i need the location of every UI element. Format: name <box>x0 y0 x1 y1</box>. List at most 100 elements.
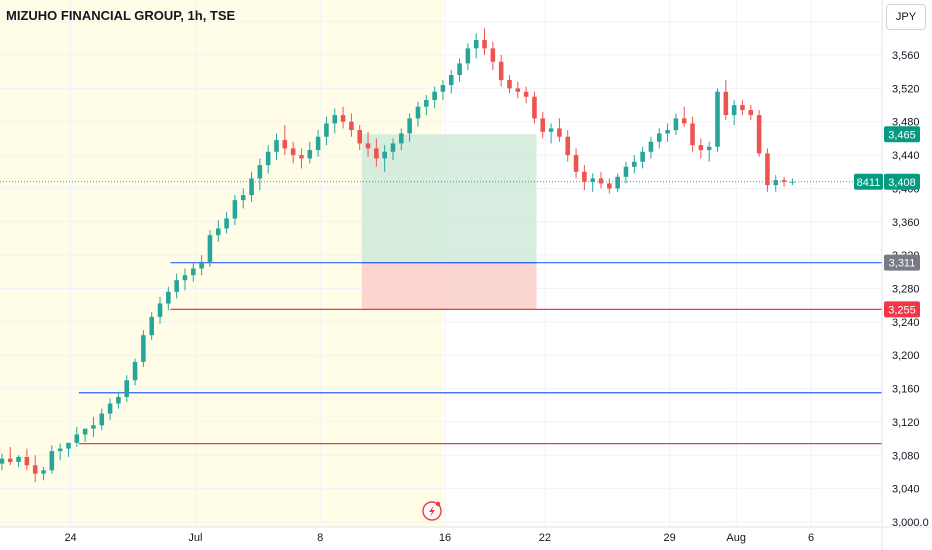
candle <box>149 311 154 341</box>
candle <box>582 165 587 191</box>
candle-body <box>91 425 96 429</box>
candle-body <box>423 100 429 107</box>
candle <box>207 230 213 267</box>
candle-body <box>399 133 404 144</box>
candle-body <box>756 115 762 154</box>
candle-body <box>656 133 662 142</box>
candle <box>182 268 188 291</box>
candles <box>0 28 795 482</box>
candle <box>57 443 63 461</box>
candle-body <box>290 148 296 156</box>
candle-body <box>773 180 779 186</box>
candle <box>532 91 537 124</box>
time-tick-label: 24 <box>64 532 76 544</box>
flash-icon[interactable] <box>422 501 442 521</box>
price-tag-stop: 3,255 <box>884 301 920 318</box>
chart-title: MIZUHO FINANCIAL GROUP, 1h, TSE <box>6 8 236 23</box>
candle <box>374 138 379 167</box>
candle <box>191 261 196 282</box>
candle-body <box>365 143 371 149</box>
candle-body <box>82 428 88 435</box>
long-position-tool[interactable] <box>361 134 537 310</box>
time-tick-label: Jul <box>188 532 202 544</box>
candle <box>448 70 454 94</box>
candle-body <box>32 465 38 474</box>
candle-body <box>390 143 396 152</box>
candle <box>249 171 254 202</box>
currency-button[interactable]: JPY <box>886 4 926 30</box>
candle-body <box>565 136 571 156</box>
price-tag-bg <box>884 301 920 318</box>
candle <box>632 155 637 174</box>
candle-body <box>74 434 80 443</box>
price-tag-bg <box>884 254 920 271</box>
candle-body <box>124 380 130 397</box>
time-tick-label: 22 <box>539 532 551 544</box>
candle <box>590 173 595 192</box>
candle-body <box>157 303 163 317</box>
countdown-label: 8411 <box>857 177 881 189</box>
candle <box>748 105 754 121</box>
candle <box>274 133 279 161</box>
profit-zone[interactable] <box>361 134 537 263</box>
loss-zone[interactable] <box>361 262 537 310</box>
candle <box>299 148 304 169</box>
candle <box>7 446 13 466</box>
price-tick-label: 3,480 <box>892 117 920 129</box>
candle <box>174 273 179 299</box>
price-axis[interactable]: 3,000.03,0403,0803,1203,1603,2003,2403,2… <box>881 0 929 550</box>
candle <box>49 445 55 474</box>
candle <box>240 188 246 209</box>
candle-body <box>582 171 587 182</box>
candle-body <box>141 335 146 362</box>
candle <box>498 55 504 87</box>
candle-body <box>490 48 496 62</box>
candle-body <box>315 136 321 151</box>
candle <box>557 118 562 142</box>
price-tag-label: 3,255 <box>888 304 916 316</box>
candle-body <box>191 268 196 276</box>
candle-body <box>681 118 687 124</box>
candle-body <box>523 91 529 97</box>
price-tick-label: 3,280 <box>892 284 920 296</box>
candle <box>740 100 745 116</box>
candle-body <box>240 195 246 201</box>
candle-body <box>607 183 612 189</box>
candle-body <box>382 151 387 159</box>
candle <box>99 408 105 431</box>
price-tick-label: 3,440 <box>892 150 920 162</box>
candle-body <box>673 118 679 131</box>
candle <box>473 33 479 59</box>
price-tick-label: 3,360 <box>892 217 920 229</box>
candle-body <box>66 442 71 449</box>
candle-body <box>224 218 229 229</box>
candle <box>656 128 662 149</box>
time-axis[interactable]: 24 Jul 8 16 22 29 Aug 6 <box>0 526 932 544</box>
candle-body <box>166 291 171 304</box>
candle-body <box>632 161 637 167</box>
candle <box>157 296 163 324</box>
candle <box>324 116 329 146</box>
candle-body <box>257 165 263 179</box>
candle-body <box>731 105 737 116</box>
candle-body <box>340 115 346 122</box>
candle-body <box>324 123 329 137</box>
candle-body <box>706 146 712 151</box>
candle <box>315 130 321 157</box>
candle <box>107 398 113 421</box>
candle-body <box>615 176 620 189</box>
candle-body <box>781 180 787 182</box>
candle-body <box>698 145 704 151</box>
candle <box>0 453 5 471</box>
candle <box>731 100 737 126</box>
candle <box>465 43 471 71</box>
candle-body <box>249 178 254 196</box>
candle <box>141 330 146 367</box>
candle <box>390 138 396 161</box>
horizontal-lines[interactable] <box>78 262 882 445</box>
price-tag-target: 3,465 <box>884 126 920 143</box>
candle <box>215 220 221 242</box>
candle <box>423 95 429 116</box>
candle-body <box>548 128 554 132</box>
